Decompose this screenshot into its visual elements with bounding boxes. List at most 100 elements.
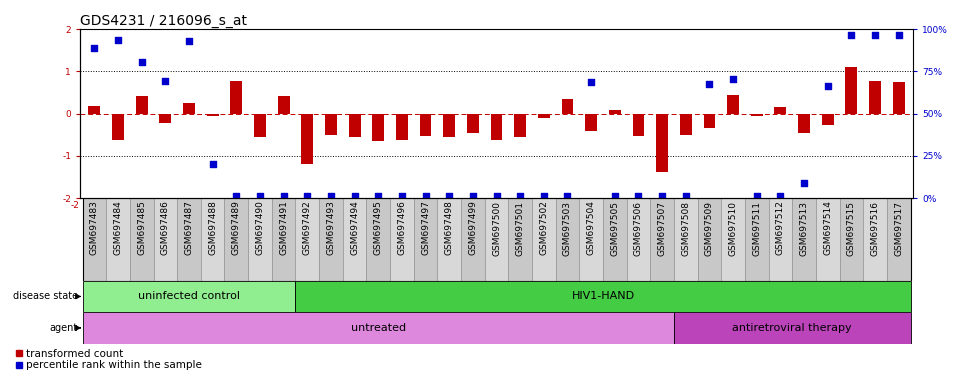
- Bar: [792, 198, 816, 281]
- Text: GSM697516: GSM697516: [870, 200, 879, 256]
- Bar: [184, 103, 195, 114]
- Bar: [461, 198, 485, 281]
- Bar: [413, 198, 438, 281]
- Point: [701, 81, 717, 87]
- Bar: [816, 198, 839, 281]
- Text: GSM697510: GSM697510: [728, 200, 738, 256]
- Bar: [869, 81, 881, 114]
- Bar: [390, 198, 413, 281]
- Point: [418, 193, 434, 199]
- Bar: [798, 114, 810, 133]
- Bar: [893, 82, 904, 114]
- Text: GSM697509: GSM697509: [705, 200, 714, 256]
- Bar: [136, 96, 148, 114]
- Bar: [467, 114, 479, 133]
- Bar: [248, 198, 271, 281]
- Bar: [419, 114, 432, 136]
- Bar: [343, 198, 366, 281]
- Point: [559, 193, 575, 199]
- Text: -2: -2: [71, 200, 79, 210]
- Point: [347, 193, 362, 199]
- Bar: [822, 114, 834, 126]
- Bar: [585, 114, 597, 131]
- Bar: [555, 198, 580, 281]
- Point: [324, 193, 339, 199]
- Bar: [159, 114, 171, 123]
- Point: [299, 193, 315, 199]
- Bar: [396, 114, 408, 140]
- Text: GSM697488: GSM697488: [208, 200, 217, 255]
- Bar: [633, 114, 644, 136]
- Text: GSM697508: GSM697508: [681, 200, 691, 256]
- Bar: [177, 198, 201, 281]
- Bar: [627, 198, 650, 281]
- Point: [512, 193, 527, 199]
- Text: GSM697502: GSM697502: [539, 200, 549, 255]
- Point: [891, 31, 906, 38]
- Bar: [491, 114, 502, 140]
- Point: [229, 193, 244, 199]
- Bar: [325, 114, 337, 135]
- Text: GSM697485: GSM697485: [137, 200, 146, 255]
- Text: uninfected control: uninfected control: [138, 291, 240, 301]
- Bar: [887, 198, 911, 281]
- Bar: [538, 114, 550, 118]
- Bar: [674, 198, 697, 281]
- Point: [110, 37, 126, 43]
- Text: GSM697497: GSM697497: [421, 200, 430, 255]
- Bar: [231, 81, 242, 114]
- Text: GSM697484: GSM697484: [114, 200, 123, 255]
- Text: GSM697514: GSM697514: [823, 200, 832, 255]
- Point: [252, 193, 268, 199]
- Text: GSM697505: GSM697505: [611, 200, 619, 256]
- Legend: transformed count, percentile rank within the sample: transformed count, percentile rank withi…: [14, 349, 202, 371]
- Point: [276, 193, 292, 199]
- Text: antiretroviral therapy: antiretroviral therapy: [732, 323, 852, 333]
- Point: [796, 180, 811, 186]
- Point: [536, 193, 552, 199]
- Text: agent: agent: [49, 323, 78, 333]
- Bar: [561, 99, 574, 114]
- Bar: [485, 198, 508, 281]
- Bar: [727, 95, 739, 114]
- Bar: [201, 198, 224, 281]
- Bar: [207, 114, 218, 116]
- Bar: [82, 198, 106, 281]
- Bar: [580, 198, 603, 281]
- Point: [867, 31, 883, 38]
- Bar: [775, 107, 786, 114]
- Point: [371, 193, 386, 199]
- Bar: [532, 198, 555, 281]
- Point: [678, 193, 694, 199]
- Text: GSM697500: GSM697500: [492, 200, 501, 256]
- Bar: [609, 110, 621, 114]
- Point: [182, 38, 197, 44]
- Bar: [277, 96, 290, 114]
- Bar: [443, 114, 455, 137]
- Bar: [839, 198, 864, 281]
- Bar: [674, 312, 911, 344]
- Bar: [680, 114, 692, 135]
- Bar: [112, 114, 124, 140]
- Text: GSM697507: GSM697507: [658, 200, 667, 256]
- Bar: [271, 198, 296, 281]
- Bar: [319, 198, 343, 281]
- Point: [654, 193, 669, 199]
- Bar: [224, 198, 248, 281]
- Text: GSM697517: GSM697517: [895, 200, 903, 256]
- Text: GSM697501: GSM697501: [516, 200, 525, 256]
- Bar: [864, 198, 887, 281]
- Bar: [656, 114, 668, 172]
- Point: [607, 193, 622, 199]
- Bar: [82, 312, 674, 344]
- Point: [773, 193, 788, 199]
- Bar: [751, 114, 762, 116]
- Point: [87, 45, 102, 51]
- Bar: [845, 67, 857, 114]
- Text: GSM697496: GSM697496: [397, 200, 407, 255]
- Point: [134, 59, 150, 65]
- Bar: [745, 198, 769, 281]
- Bar: [722, 198, 745, 281]
- Text: GSM697492: GSM697492: [302, 200, 312, 255]
- Bar: [650, 198, 674, 281]
